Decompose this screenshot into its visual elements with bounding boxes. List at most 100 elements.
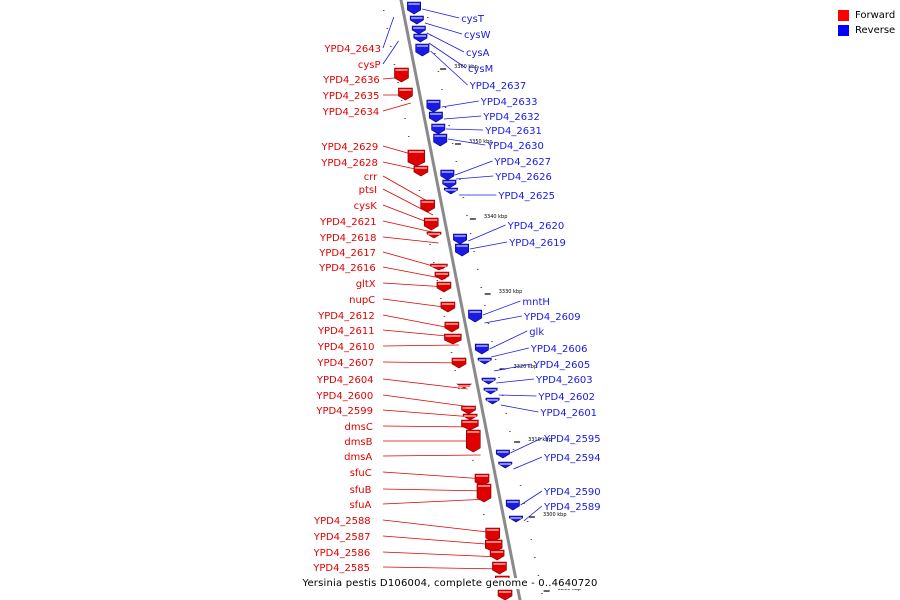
- forward-gene: [407, 149, 426, 167]
- gene-highlight: [507, 501, 519, 503]
- track-dot: [397, 82, 399, 83]
- track-dot: [466, 215, 468, 216]
- reverse-gene-label: YPD4_2625: [497, 191, 555, 202]
- forward-leader-line: [382, 471, 486, 480]
- track-dot: [505, 413, 508, 414]
- track-dot: [393, 64, 396, 65]
- reverse-gene-label: YPD4_2632: [482, 112, 540, 123]
- forward-gene-label: YPD4_2600: [316, 391, 374, 402]
- gene-highlight: [408, 151, 424, 153]
- track-dot: [443, 316, 446, 317]
- reverse-leader-line: [424, 22, 463, 35]
- gene-highlight: [411, 17, 423, 19]
- forward-leader-line: [382, 566, 504, 570]
- reverse-leader-line: [426, 32, 465, 53]
- track-dot: [444, 107, 447, 108]
- forward-gene-label: YPD4_2634: [322, 107, 380, 118]
- gene-highlight: [399, 89, 412, 91]
- reverse-leader-line: [430, 50, 468, 86]
- forward-leader-line: [382, 498, 490, 505]
- forward-leader-line: [382, 519, 497, 534]
- gene-highlight: [469, 311, 481, 313]
- gene-highlight: [437, 283, 450, 285]
- forward-gene-label: sfuA: [349, 500, 371, 511]
- track-dot: [480, 287, 483, 288]
- track-dot: [526, 521, 529, 522]
- reverse-leader-line: [428, 42, 467, 69]
- gene-highlight: [453, 359, 466, 361]
- reverse-leader-line: [498, 394, 537, 397]
- reverse-leader-line: [491, 347, 529, 358]
- reverse-leader-line: [443, 115, 482, 120]
- track-dot: [498, 377, 500, 378]
- gene-highlight: [476, 345, 488, 347]
- gene-highlight: [479, 359, 491, 361]
- forward-leader-line: [382, 236, 439, 244]
- forward-gene-label: dmsC: [345, 422, 373, 433]
- track-dot: [386, 28, 389, 29]
- gene-highlight: [427, 101, 440, 103]
- forward-gene-label: YPD4_2635: [322, 91, 380, 102]
- track-dot: [436, 280, 439, 281]
- tick-label: 3300 kbp: [543, 512, 567, 518]
- track-dot: [450, 352, 453, 353]
- track-dot: [437, 71, 440, 72]
- gene-highlight: [462, 421, 478, 423]
- reverse-gene-label: YPD4_2606: [530, 344, 588, 355]
- gene-highlight: [493, 563, 506, 565]
- gene-highlight: [458, 385, 471, 387]
- reverse-gene-label: YPD4_2594: [543, 453, 601, 464]
- reverse-leader-line: [489, 330, 528, 350]
- track-dot: [541, 593, 543, 594]
- gene-highlight: [395, 69, 408, 71]
- track-dot: [454, 370, 456, 371]
- track-dot: [472, 460, 474, 461]
- forward-leader-line: [382, 535, 499, 546]
- forward-leader-line: [382, 266, 446, 280]
- gene-highlight: [486, 529, 499, 531]
- forward-leader-line: [382, 314, 456, 330]
- reverse-leader-line: [510, 437, 543, 454]
- track-dot: [482, 514, 485, 515]
- track-dot: [476, 269, 479, 270]
- track-dot: [473, 251, 475, 252]
- gene-highlight: [441, 171, 454, 173]
- tick-label: 3360 kbp: [454, 64, 478, 70]
- forward-leader-line: [382, 409, 474, 418]
- tick-label: 3290 kbp: [558, 586, 582, 592]
- track-dot: [429, 244, 431, 245]
- reverse-gene-label: cysW: [464, 30, 491, 41]
- forward-leader-line: [382, 425, 476, 428]
- gene-highlight: [467, 431, 480, 433]
- reverse-leader-line: [520, 490, 543, 506]
- gene-highlight: [425, 219, 438, 221]
- reverse-leader-line: [454, 160, 493, 176]
- gene-highlight: [482, 379, 495, 381]
- reverse-gene-label: mntH: [522, 297, 550, 308]
- forward-gene-label: YPD4_2585: [312, 563, 370, 574]
- forward-leader-line: [382, 454, 481, 457]
- reverse-gene-label: cysM: [468, 64, 493, 75]
- forward-gene-label: YPD4_2607: [316, 358, 374, 369]
- track-dot: [491, 341, 493, 342]
- reverse-leader-line: [445, 128, 484, 131]
- reverse-leader-line: [523, 505, 543, 522]
- forward-leader-line: [382, 378, 468, 390]
- map-caption: Yersinia pestis D106004, complete genome…: [0, 578, 900, 589]
- forward-gene-label: gltX: [356, 279, 376, 290]
- forward-gene-label: YPD4_2629: [321, 142, 379, 153]
- gene-highlight: [434, 135, 446, 137]
- track-dot: [534, 557, 536, 558]
- forward-gene-label: ptsI: [359, 185, 377, 196]
- gene-highlight: [497, 451, 509, 453]
- forward-gene: [476, 483, 492, 503]
- track-dot: [418, 190, 421, 191]
- gene-highlight: [477, 485, 490, 487]
- forward-gene-label: YPD4_2636: [322, 75, 380, 86]
- genome-backbone: [399, 0, 522, 600]
- track-dot: [509, 431, 511, 432]
- track-dot: [390, 46, 392, 47]
- track-dot: [462, 197, 465, 198]
- gene-highlight: [413, 27, 425, 29]
